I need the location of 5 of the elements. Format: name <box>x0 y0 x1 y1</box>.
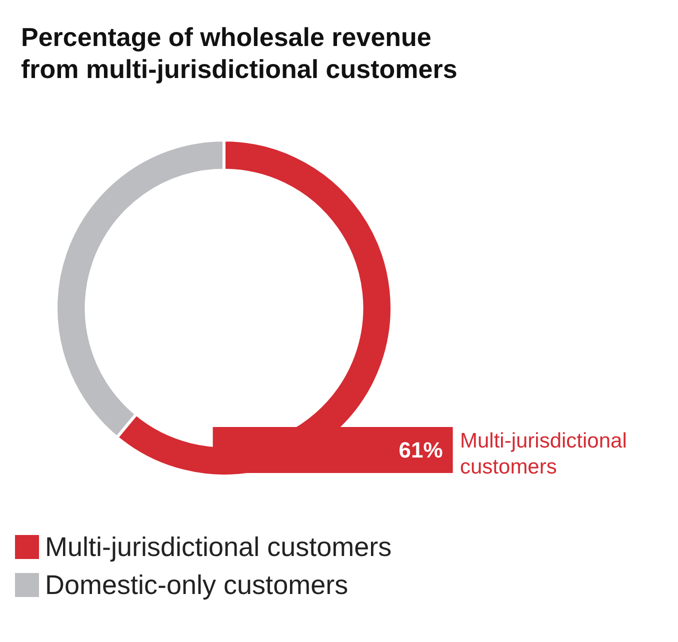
legend-label: Multi-jurisdictional customers <box>45 532 392 562</box>
chart-title: Percentage of wholesale revenue from multi-jurisdictional customers <box>21 22 458 84</box>
data-label: 61% <box>398 438 443 462</box>
slice-label: Multi-jurisdictional customers <box>460 430 627 478</box>
legend-label: Domestic-only customers <box>45 570 348 600</box>
